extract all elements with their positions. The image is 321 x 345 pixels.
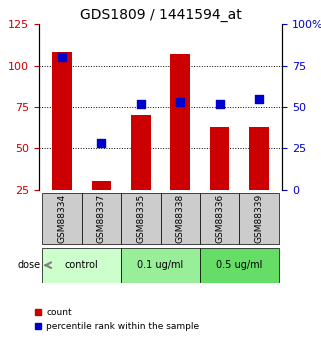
- FancyBboxPatch shape: [82, 193, 121, 244]
- Point: [217, 101, 222, 106]
- Bar: [170, 54, 190, 190]
- Bar: [249, 127, 269, 190]
- FancyBboxPatch shape: [121, 193, 160, 244]
- Bar: [52, 52, 72, 190]
- FancyBboxPatch shape: [121, 247, 200, 283]
- Title: GDS1809 / 1441594_at: GDS1809 / 1441594_at: [80, 8, 241, 22]
- Legend: count, percentile rank within the sample: count, percentile rank within the sample: [31, 305, 203, 334]
- Point: [138, 101, 143, 106]
- Text: dose: dose: [17, 260, 40, 270]
- FancyBboxPatch shape: [160, 193, 200, 244]
- Bar: [131, 115, 151, 190]
- FancyBboxPatch shape: [42, 193, 82, 244]
- Bar: [210, 127, 230, 190]
- FancyBboxPatch shape: [239, 193, 279, 244]
- Text: control: control: [65, 260, 99, 270]
- Point: [256, 96, 261, 101]
- Text: GSM88335: GSM88335: [136, 194, 145, 243]
- Text: GSM88336: GSM88336: [215, 194, 224, 243]
- Text: GSM88334: GSM88334: [58, 194, 67, 243]
- Point: [60, 55, 65, 60]
- Text: GSM88337: GSM88337: [97, 194, 106, 243]
- Point: [99, 141, 104, 146]
- Text: GSM88338: GSM88338: [176, 194, 185, 243]
- Point: [178, 99, 183, 105]
- FancyBboxPatch shape: [200, 247, 279, 283]
- Text: 0.1 ug/ml: 0.1 ug/ml: [137, 260, 184, 270]
- FancyBboxPatch shape: [200, 193, 239, 244]
- Text: GSM88339: GSM88339: [254, 194, 263, 243]
- Bar: [91, 181, 111, 190]
- FancyBboxPatch shape: [42, 247, 121, 283]
- Text: 0.5 ug/ml: 0.5 ug/ml: [216, 260, 262, 270]
